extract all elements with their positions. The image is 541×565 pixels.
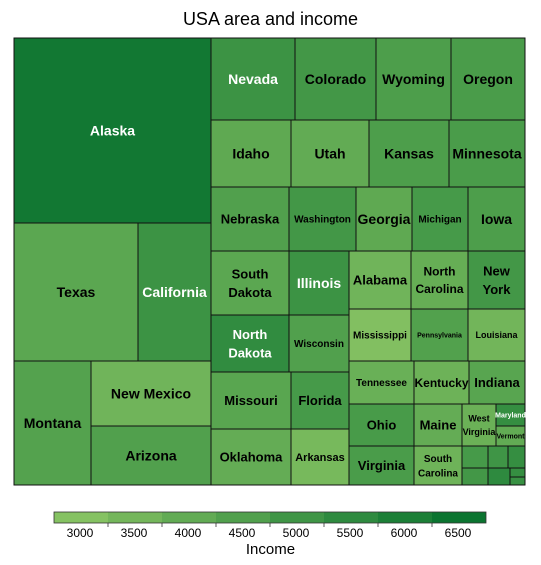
tile-new-york [467,250,526,310]
legend-segment [54,512,108,523]
label-colorado: Colorado [305,71,366,87]
label-minnesota: Minnesota [452,146,521,162]
tile-wyoming [375,37,452,121]
tile-north-carolina [410,250,469,310]
label-nevada: Nevada [228,71,278,87]
tile-small-state-49 [509,476,526,486]
label-georgia: Georgia [358,211,411,227]
label-tennessee: Tennessee [356,378,407,389]
label-north-dakota: North Dakota [228,327,272,361]
tile-pennsylvania [410,308,469,362]
tile-nevada [210,37,296,121]
label-utah: Utah [314,146,345,162]
label-ohio: Ohio [367,418,397,433]
label-vermont: Vermont [496,434,525,441]
label-alaska: Alaska [90,123,135,139]
label-maryland: Maryland [495,413,526,420]
label-kentucky: Kentucky [414,376,468,390]
label-alabama: Alabama [353,273,408,288]
tile-south-carolina [413,445,463,486]
color-legend: 3000 3500 4000 4500 5000 5500 6000 6500 [53,511,487,540]
label-nebraska: Nebraska [221,212,280,227]
tile-north-dakota [210,314,290,373]
tile-mississippi [348,308,412,362]
label-arizona: Arizona [125,448,177,464]
legend-segment [162,512,216,523]
tile-small-state-44 [487,445,509,469]
tile-small-state-48 [509,467,526,478]
tile-florida [290,371,350,430]
legend-tick-label: 5500 [337,526,364,540]
legend-tick-label: 3000 [67,526,94,540]
label-oklahoma: Oklahoma [220,450,284,465]
legend-tick-label: 6500 [445,526,472,540]
label-montana: Montana [24,415,82,431]
tile-small-state-46 [461,467,489,486]
treemap-tiles: Alaska Texas California Montana New Mexico Ar… [13,37,526,486]
label-new-york: New York [483,263,512,297]
tile-south-dakota [210,250,290,316]
tile-nebraska [210,186,290,252]
tile-small-state-47 [487,467,511,486]
tile-west-virginia [461,403,497,447]
legend-tick-label: 3500 [121,526,148,540]
label-pennsylvania: Pennsylvania [417,333,462,340]
label-iowa: Iowa [481,211,512,227]
tile-idaho [210,119,292,188]
tile-arkansas [290,428,350,486]
label-texas: Texas [57,284,96,300]
label-kansas: Kansas [384,146,434,162]
label-missouri: Missouri [224,393,277,408]
label-oregon: Oregon [463,71,513,87]
tile-arizona [90,425,212,486]
chart-title: USA area and income [182,9,359,29]
label-maine: Maine [420,418,457,433]
label-wisconsin: Wisconsin [294,339,344,350]
tile-new-mexico [90,360,212,427]
label-south-carolina: South Carolina [418,454,458,480]
tile-illinois [288,250,350,316]
label-west-virginia: West Virginia [463,414,497,437]
label-arkansas: Arkansas [295,452,345,464]
label-indiana: Indiana [474,375,520,390]
label-mississippi: Mississippi [353,331,407,342]
tile-small-state-43 [461,445,489,469]
legend-tick-label: 4500 [229,526,256,540]
label-new-mexico: New Mexico [111,386,191,402]
legend-segment [270,512,324,523]
tile-alabama [348,250,412,310]
legend-tick-label: 4000 [175,526,202,540]
tile-kansas [368,119,450,188]
tile-indiana [468,360,526,405]
legend-segment [216,512,270,523]
tile-colorado [294,37,377,121]
label-illinois: Illinois [297,275,342,291]
label-washington: Washington [294,215,351,226]
tile-minnesota [448,119,526,188]
label-virginia: Virginia [358,458,406,473]
tile-iowa [467,186,526,252]
tile-utah [290,119,370,188]
tile-small-state-45 [507,445,526,469]
label-idaho: Idaho [232,146,269,162]
label-louisiana: Louisiana [475,330,518,340]
label-south-dakota: South Dakota [228,266,272,300]
legend-segment [108,512,162,523]
legend-segment [432,512,486,523]
tile-virginia [348,445,415,486]
legend-tick-label: 6000 [391,526,418,540]
legend-title: Income [245,541,296,558]
label-north-carolina: North Carolina [415,265,463,296]
label-wyoming: Wyoming [382,71,445,87]
label-michigan: Michigan [418,215,461,226]
tile-michigan [411,186,469,252]
label-california: California [142,284,207,300]
legend-tick-label: 5000 [283,526,310,540]
label-florida: Florida [298,393,342,408]
tile-tennessee [348,360,415,405]
legend-segment [324,512,378,523]
tile-ohio [348,403,415,447]
legend-segment [378,512,432,523]
